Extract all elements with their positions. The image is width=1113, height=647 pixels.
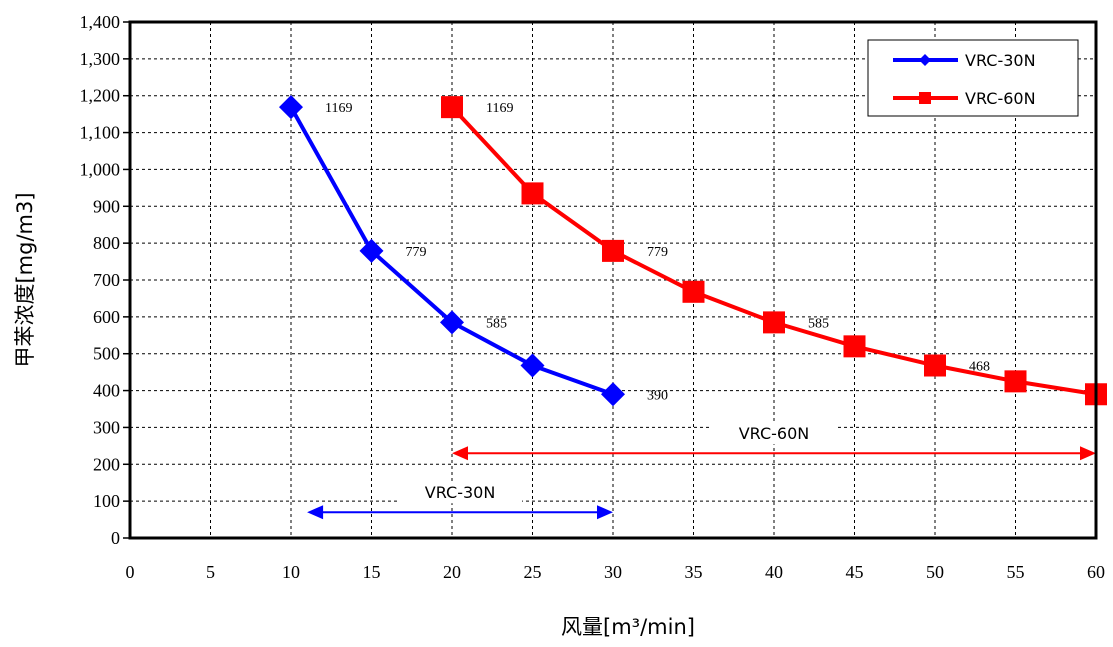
square-marker [924, 354, 946, 377]
range-label: VRC-30N [425, 483, 496, 502]
square-marker [843, 335, 866, 358]
x-tick-label: 5 [206, 562, 215, 582]
data-label: 1169 [486, 101, 513, 116]
diamond-marker [520, 353, 545, 378]
x-tick-label: 50 [926, 562, 944, 582]
y-tick-label: 200 [93, 454, 120, 474]
plot-frame [128, 20, 1098, 540]
series-vrc-30n: 1169 779 585 390 [279, 95, 668, 407]
diamond-marker [601, 382, 625, 407]
x-tick-label: 0 [126, 562, 135, 582]
range-label-background [398, 481, 523, 504]
square-marker [602, 239, 624, 262]
diamond-marker [359, 238, 384, 263]
x-tick-label: 10 [282, 562, 300, 582]
x-tick-label: 40 [765, 562, 783, 582]
range-arrows: VRC-30N VRC-60N [307, 422, 1096, 520]
x-tick-label: 20 [443, 562, 461, 582]
x-tick-label: 30 [604, 562, 622, 582]
square-marker [682, 280, 705, 303]
data-label: 585 [486, 316, 507, 331]
diamond-marker [279, 95, 303, 120]
range-label: VRC-60N [739, 424, 810, 443]
y-tick-label: 1,300 [80, 49, 121, 69]
y-tick-label: 1,400 [80, 12, 121, 32]
range-arrow-vrc-60n: VRC-60N [452, 422, 1096, 461]
y-tick-label: 1,200 [80, 86, 121, 106]
x-tick-label: 45 [846, 562, 864, 582]
data-label: 468 [969, 360, 990, 375]
legend-label: VRC-30N [965, 51, 1036, 70]
y-tick-label: 900 [93, 196, 120, 216]
y-tick-label: 1,000 [80, 159, 121, 179]
x-axis-label: 风量[m³/min] [561, 615, 695, 639]
y-tick-label: 800 [93, 233, 120, 253]
data-label: 585 [808, 316, 829, 331]
range-arrow-vrc-30n: VRC-30N [307, 481, 613, 520]
range-arrow-head-right [597, 505, 613, 520]
legend-entry-vrc-30n: VRC-30N [893, 51, 1036, 70]
tick-labels: 0 5 10 15 20 25 30 35 40 45 50 55 600100200300400500… [80, 12, 1106, 582]
data-label: 779 [647, 245, 668, 260]
legend-label: VRC-60N [965, 89, 1036, 108]
y-tick-label: 400 [93, 381, 120, 401]
square-marker [919, 92, 931, 104]
data-label: 1169 [325, 101, 352, 116]
diamond-marker [440, 310, 464, 335]
y-tick-label: 600 [93, 307, 120, 327]
square-marker [763, 311, 785, 334]
x-tick-label: 25 [524, 562, 542, 582]
x-tick-label: 55 [1007, 562, 1025, 582]
range-arrow-head-left [452, 446, 468, 461]
x-tick-label: 35 [685, 562, 703, 582]
y-tick-label: 1,100 [80, 123, 121, 143]
square-marker [441, 96, 463, 119]
legend-box [867, 39, 1079, 117]
legend: VRC-30N VRC-60N [867, 39, 1079, 117]
diamond-marker [919, 54, 931, 66]
square-marker [521, 182, 544, 205]
legend-entry-vrc-60n: VRC-60N [893, 89, 1036, 108]
y-tick-label: 100 [93, 491, 120, 511]
x-tick-label: 15 [363, 562, 381, 582]
data-label: 390 [647, 388, 668, 403]
y-axis-label: 甲苯浓度[mg/m3] [13, 192, 37, 367]
y-tick-label: 700 [93, 270, 120, 290]
y-tick-label: 0 [111, 528, 120, 548]
square-marker [1004, 370, 1027, 393]
range-label-background [712, 422, 836, 445]
y-tick-label: 300 [93, 417, 120, 437]
range-arrow-head-left [307, 505, 324, 520]
series-vrc-60n: 1169 779 585 468 390 [441, 96, 1107, 406]
range-arrow-head-right [1080, 446, 1096, 461]
y-tick-label: 500 [93, 344, 120, 364]
x-tick-label: 60 [1087, 562, 1105, 582]
data-label: 779 [406, 245, 427, 260]
